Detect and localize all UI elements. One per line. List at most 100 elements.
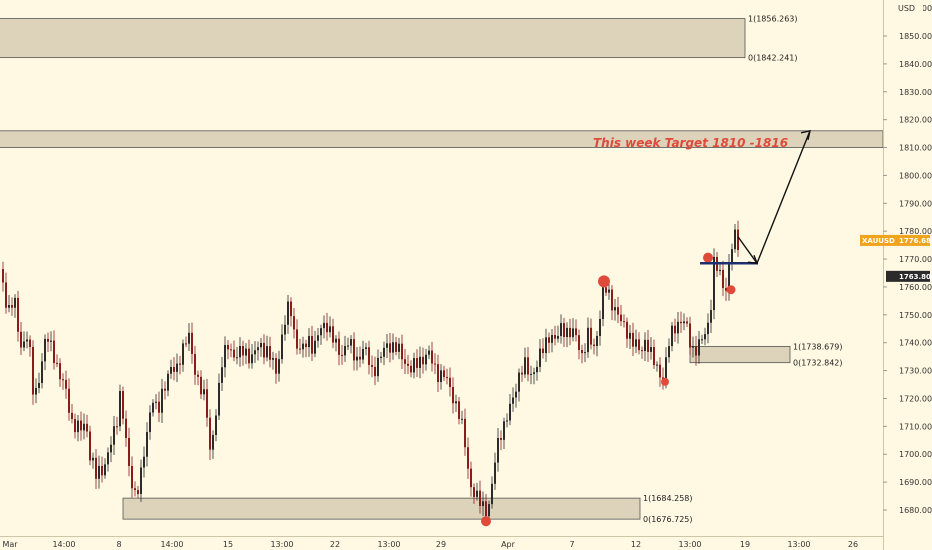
candle-body (458, 401, 460, 419)
candle-body (536, 366, 538, 373)
candle-body (239, 346, 241, 358)
candle-body (311, 335, 313, 354)
candle-body (323, 322, 325, 329)
candle-body (272, 358, 274, 360)
candle-body (533, 372, 535, 374)
y-tick-label: 1830.000 (899, 88, 932, 97)
candle-body (251, 354, 253, 364)
candle-body (431, 350, 433, 364)
candle-body (218, 382, 220, 416)
candle-body (164, 388, 166, 391)
candle-body (329, 326, 331, 333)
candle-body (542, 348, 544, 354)
candle-body (170, 367, 172, 374)
candle-body (722, 269, 724, 288)
candle-body (350, 339, 352, 346)
candle-body (521, 372, 523, 375)
candle-body (572, 328, 574, 338)
candle-body (617, 307, 619, 315)
x-tick-label: 19 (740, 540, 750, 549)
candle-body (557, 335, 559, 339)
projection-arrow (737, 130, 811, 265)
candle-body (233, 349, 235, 358)
zone-0 (0, 18, 746, 59)
candle-body (92, 457, 94, 461)
candle-body (569, 327, 571, 338)
candle-body (515, 391, 517, 398)
candle-body (527, 357, 529, 375)
candle-body (482, 501, 484, 507)
x-tick-label: 13:00 (787, 540, 810, 549)
candle-body (242, 346, 244, 356)
candle-body (380, 356, 382, 358)
candle-body (2, 269, 4, 283)
candle-body (227, 344, 229, 350)
candle-body (659, 364, 661, 378)
y-tick-label: 1710.000 (899, 422, 932, 431)
candle-body (245, 348, 247, 356)
candle-body (17, 297, 19, 332)
candle-body (281, 334, 283, 360)
candle-body (485, 501, 487, 517)
candle-body (584, 352, 586, 354)
candle-body (161, 388, 163, 413)
candle-body (5, 282, 7, 308)
candle-body (371, 365, 373, 367)
candle-body (530, 373, 532, 375)
candle-body (62, 379, 64, 381)
y-tick-label: 1820.000 (899, 116, 932, 125)
candle-body (704, 334, 706, 340)
y-tick-label: 1850.000 (899, 32, 932, 41)
candle-body (554, 335, 556, 339)
target-annotation: This week Target 1810 -1816 (593, 136, 788, 150)
x-tick-label: 13:00 (377, 540, 400, 549)
candle-body (335, 338, 337, 343)
candle-body (359, 356, 361, 360)
candle-body (524, 357, 526, 375)
candle-body (566, 327, 568, 337)
candle-body (467, 447, 469, 469)
candle-body (491, 483, 493, 505)
candle-body (98, 465, 100, 479)
candle-body (353, 339, 355, 361)
candle-body (302, 343, 304, 350)
candle-body (53, 340, 55, 363)
candle-body (512, 397, 514, 404)
candle-body (20, 331, 22, 348)
y-tick-label: 1760.000 (899, 283, 932, 292)
candle-body (710, 310, 712, 323)
candle-body (593, 344, 595, 347)
x-tick-label: 14:00 (52, 540, 75, 549)
y-tick-label: 1690.000 (899, 478, 932, 487)
candle-body (461, 418, 463, 420)
candle-body (182, 343, 184, 365)
candle-body (275, 358, 277, 374)
candle-body (155, 401, 157, 403)
drawings-layer (700, 129, 811, 265)
candle-body (437, 364, 439, 383)
candle-body (383, 347, 385, 357)
candle-body (332, 326, 334, 343)
candle-body (119, 391, 121, 427)
y-tick-label: 1700.000 (899, 450, 932, 459)
candle-body (140, 467, 142, 494)
candle-body (656, 364, 658, 366)
x-tick-label: 14:00 (160, 540, 183, 549)
candle-body (545, 337, 547, 354)
candle-body (41, 361, 43, 384)
candle-body (110, 444, 112, 453)
candle-body (104, 464, 106, 476)
candle-body (26, 339, 28, 342)
y-tick-label: 1740.000 (899, 339, 932, 348)
candle-body (116, 426, 118, 428)
candle-body (224, 344, 226, 368)
candle-body (137, 490, 139, 494)
candle-body (365, 347, 367, 349)
candle-body (689, 323, 691, 348)
candle-body (395, 342, 397, 352)
y-axis: 1680.000 1690.000 1700.000 1710.000 1720.000… (883, 3, 932, 515)
candle-body (131, 465, 133, 489)
candle-body (563, 323, 565, 337)
candle-body (539, 348, 541, 367)
